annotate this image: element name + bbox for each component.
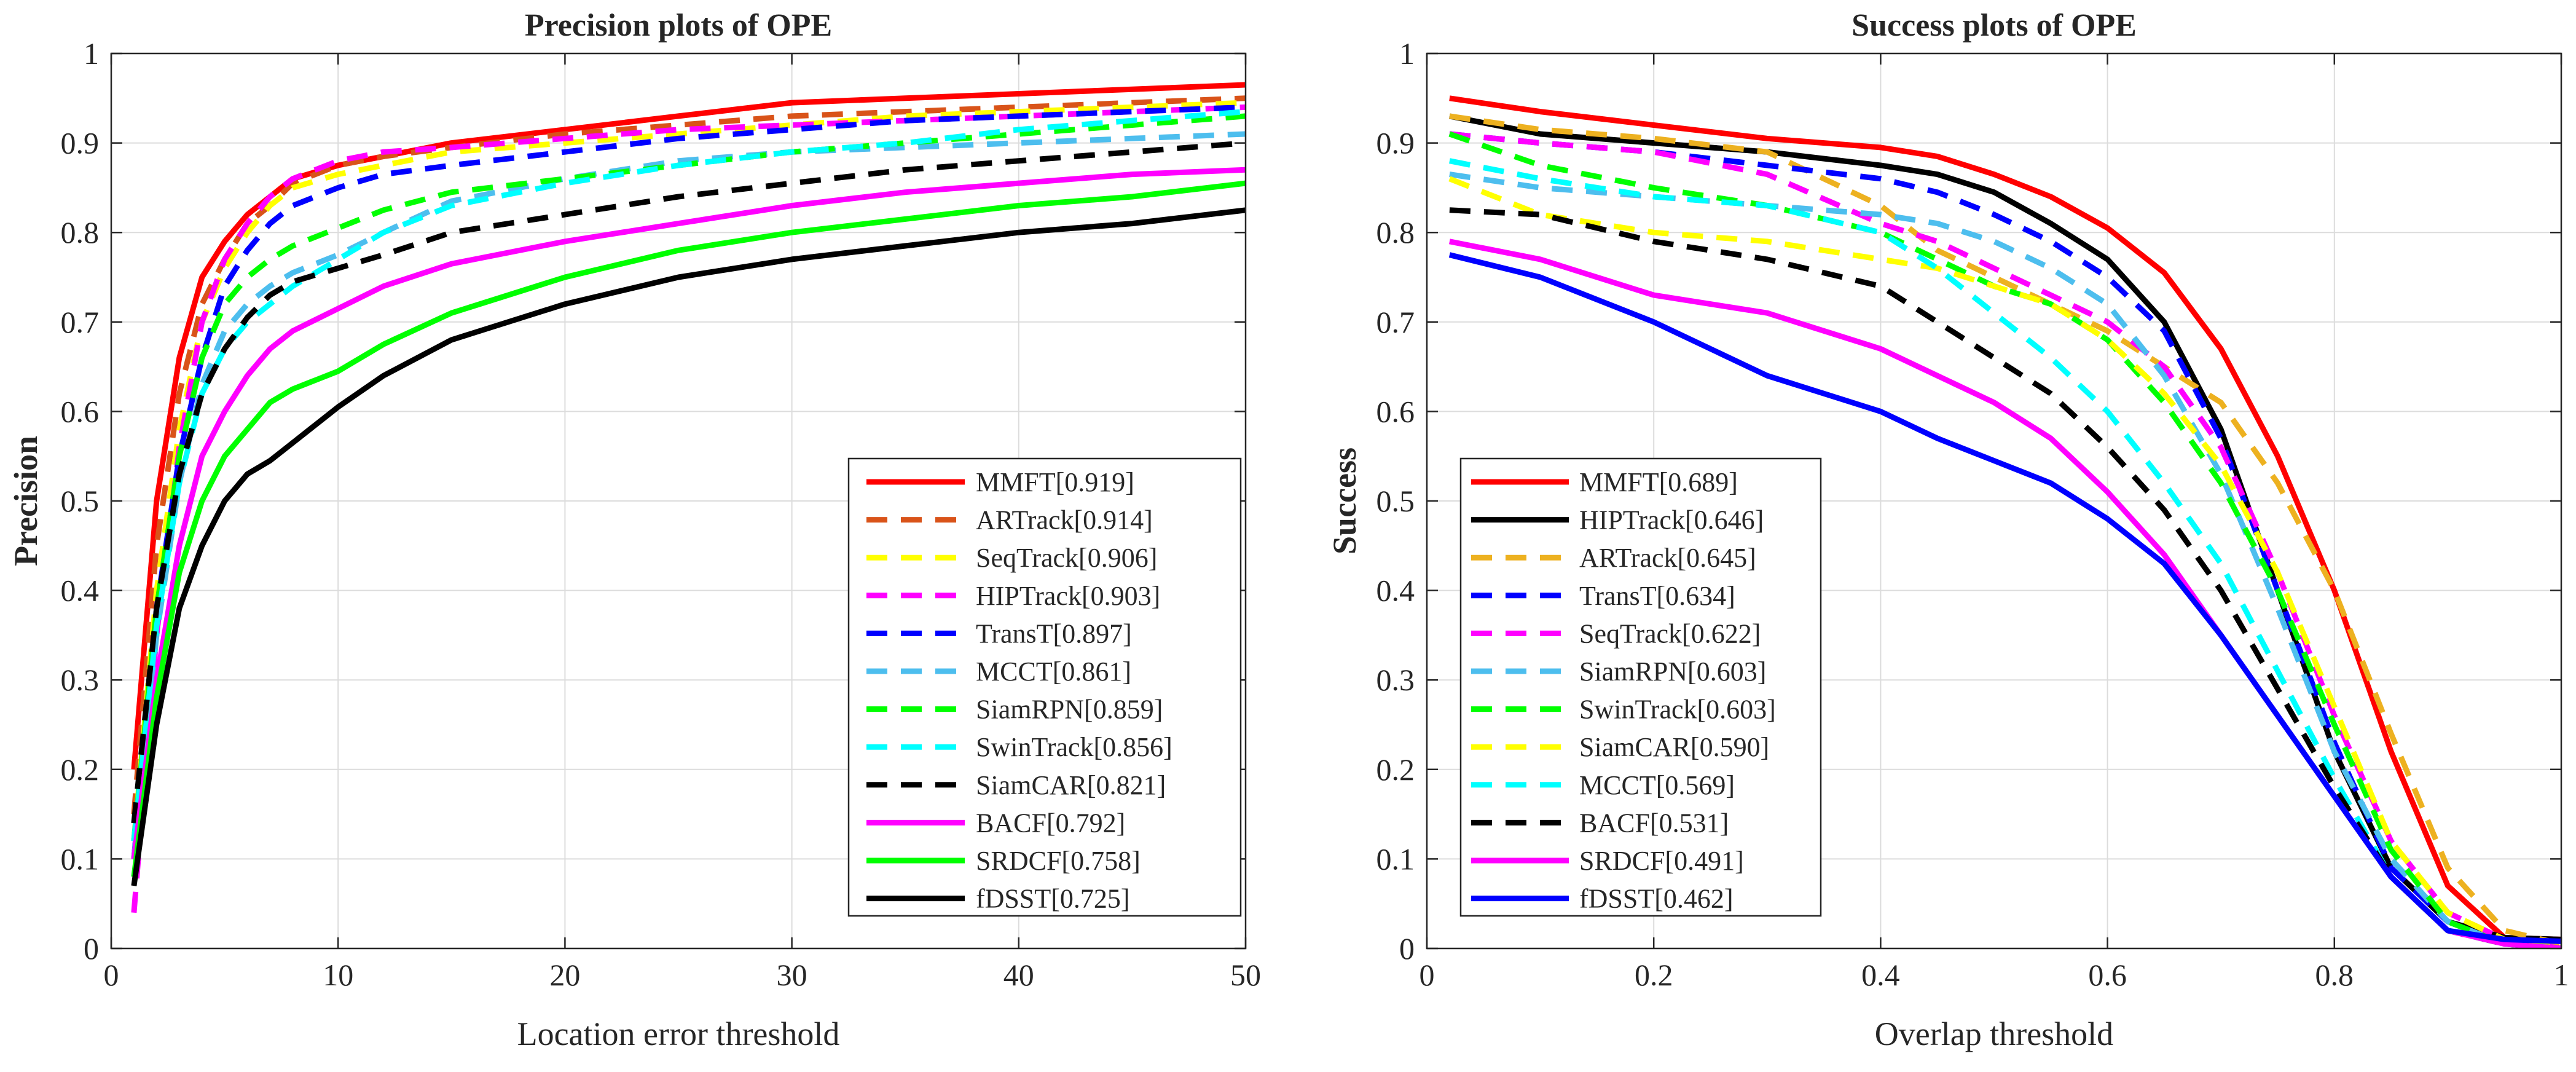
series-line-swintrack xyxy=(131,109,1246,841)
x-tick-label: 1 xyxy=(2554,958,2569,992)
legend: MMFT[0.689] HIPTrack[0.646] ARTrack[0.645]… xyxy=(1459,457,1822,917)
x-tick-label: 20 xyxy=(549,958,580,992)
legend-entry: MMFT[0.919] xyxy=(976,467,1134,497)
x-axis-label: Location error threshold xyxy=(517,1015,840,1052)
legend: MMFT[0.919] ARTrack[0.914] SeqTrack[0.906]… xyxy=(847,457,1242,917)
series-group xyxy=(131,82,1246,913)
y-axis-label: Success xyxy=(1326,447,1363,554)
y-tick-label: 1 xyxy=(84,36,99,71)
series-line-fdsst xyxy=(1448,252,2561,944)
series-line-bacf xyxy=(131,167,1246,859)
y-tick-label: 0.8 xyxy=(1376,215,1415,250)
series-line-siamcar xyxy=(131,140,1246,824)
legend-entry: TransT[0.897] xyxy=(976,618,1132,648)
y-tick-label: 0.4 xyxy=(1376,573,1415,608)
y-tick-label: 0.5 xyxy=(61,484,100,518)
series-line-swintrack xyxy=(1448,131,2561,948)
x-tick-label: 0.2 xyxy=(1635,958,1673,992)
series-line-artrack xyxy=(1449,113,2561,947)
legend-entry: SiamCAR[0.590] xyxy=(1579,732,1769,762)
series-line-seqtrack xyxy=(131,100,1246,841)
y-tick-label: 0.2 xyxy=(1376,752,1415,787)
series-line-hiptrack xyxy=(131,104,1246,913)
legend-entry: HIPTrack[0.646] xyxy=(1579,505,1764,535)
y-tick-label: 0.5 xyxy=(1376,484,1415,518)
chart-title: Precision plots of OPE xyxy=(525,8,832,43)
axes-box xyxy=(110,52,1247,950)
legend-entry: MCCT[0.861] xyxy=(976,656,1131,687)
series-line-fdsst xyxy=(131,207,1246,886)
legend-entry: SiamCAR[0.821] xyxy=(976,770,1166,800)
x-tick-label: 30 xyxy=(777,958,807,992)
y-tick-label: 0 xyxy=(1399,931,1415,966)
y-tick-label: 0.9 xyxy=(61,126,100,160)
series-line-artrack xyxy=(131,95,1246,814)
x-tick-label: 0.8 xyxy=(2315,958,2354,992)
x-tick-label: 10 xyxy=(323,958,353,992)
x-axis-label: Overlap threshold xyxy=(1875,1015,2113,1052)
y-tick-label: 0.3 xyxy=(61,663,100,697)
legend-entry: SwinTrack[0.603] xyxy=(1579,695,1776,725)
series-line-bacf xyxy=(1449,207,2561,948)
legend-entry: SiamRPN[0.603] xyxy=(1579,656,1766,687)
x-tick-label: 40 xyxy=(1003,958,1034,992)
legend-box xyxy=(1459,457,1822,917)
y-axis-label: Precision xyxy=(7,436,44,566)
legend-entry: TransT[0.634] xyxy=(1579,581,1735,611)
x-tick-label: 50 xyxy=(1230,958,1261,992)
series-line-mcct xyxy=(1449,158,2561,948)
y-tick-label: 0.4 xyxy=(61,573,100,608)
y-tick-label: 0.1 xyxy=(1376,841,1415,876)
y-tick-label: 0.6 xyxy=(1376,394,1415,428)
series-line-seqtrack xyxy=(1449,131,2561,948)
y-tick-label: 0.7 xyxy=(61,305,100,339)
y-tick-label: 0.9 xyxy=(1376,126,1415,160)
series-line-transt xyxy=(131,104,1246,859)
y-tick-label: 1 xyxy=(1399,36,1415,71)
legend-entry: SeqTrack[0.906] xyxy=(976,543,1157,573)
legend-box xyxy=(847,457,1242,917)
x-tick-label: 0 xyxy=(104,958,119,992)
legend-entry: SiamRPN[0.859] xyxy=(976,695,1163,725)
legend-entry: SRDCF[0.491] xyxy=(1579,846,1744,876)
x-tick-label: 0 xyxy=(1420,958,1435,992)
legend-entry: SeqTrack[0.622] xyxy=(1579,618,1761,648)
legend-entry: fDSST[0.462] xyxy=(1579,884,1734,914)
y-tick-label: 0.3 xyxy=(1376,663,1415,697)
y-tick-label: 0.7 xyxy=(1376,305,1415,339)
y-tick-label: 0.1 xyxy=(61,841,100,876)
y-tick-label: 0.6 xyxy=(61,394,100,428)
legend-entry: SRDCF[0.758] xyxy=(976,846,1141,876)
legend-entry: ARTrack[0.645] xyxy=(1579,543,1756,573)
axes-box xyxy=(1426,52,2562,950)
y-tick-label: 0 xyxy=(84,931,99,966)
legend-entry: ARTrack[0.914] xyxy=(976,505,1153,535)
chart-panel-precision: 0 10 20 30 40 50 0 0.1 0.2 0.3 0.4 0.5 0.6 0.7 0.8 0.9 1… xyxy=(7,8,1261,1052)
chart-panel-success: 0 0.2 0.4 0.6 0.8 1 0 0.1 0.2 0.3 0.4 0.5 0.6 0.7 0.8 0… xyxy=(1326,8,2569,1052)
legend-entry: BACF[0.531] xyxy=(1579,808,1729,838)
y-tick-label: 0.2 xyxy=(61,752,100,787)
series-line-siamcar xyxy=(1448,176,2561,948)
y-tick-label: 0.8 xyxy=(61,215,100,250)
series-group xyxy=(1448,95,2561,948)
x-tick-label: 0.6 xyxy=(2088,958,2127,992)
legend-entry: BACF[0.792] xyxy=(976,808,1125,838)
series-line-srdcf xyxy=(131,180,1246,878)
series-line-mmft xyxy=(1449,95,2561,942)
series-line-transt xyxy=(1449,131,2561,948)
legend-entry: SwinTrack[0.856] xyxy=(976,732,1172,762)
x-tick-label: 0.4 xyxy=(1861,958,1900,992)
legend-entry: MCCT[0.569] xyxy=(1579,770,1735,800)
legend-entry: HIPTrack[0.903] xyxy=(976,581,1160,611)
legend-entry: MMFT[0.689] xyxy=(1579,467,1738,497)
chart-title: Success plots of OPE xyxy=(1852,8,2137,43)
legend-entry: fDSST[0.725] xyxy=(976,884,1130,914)
